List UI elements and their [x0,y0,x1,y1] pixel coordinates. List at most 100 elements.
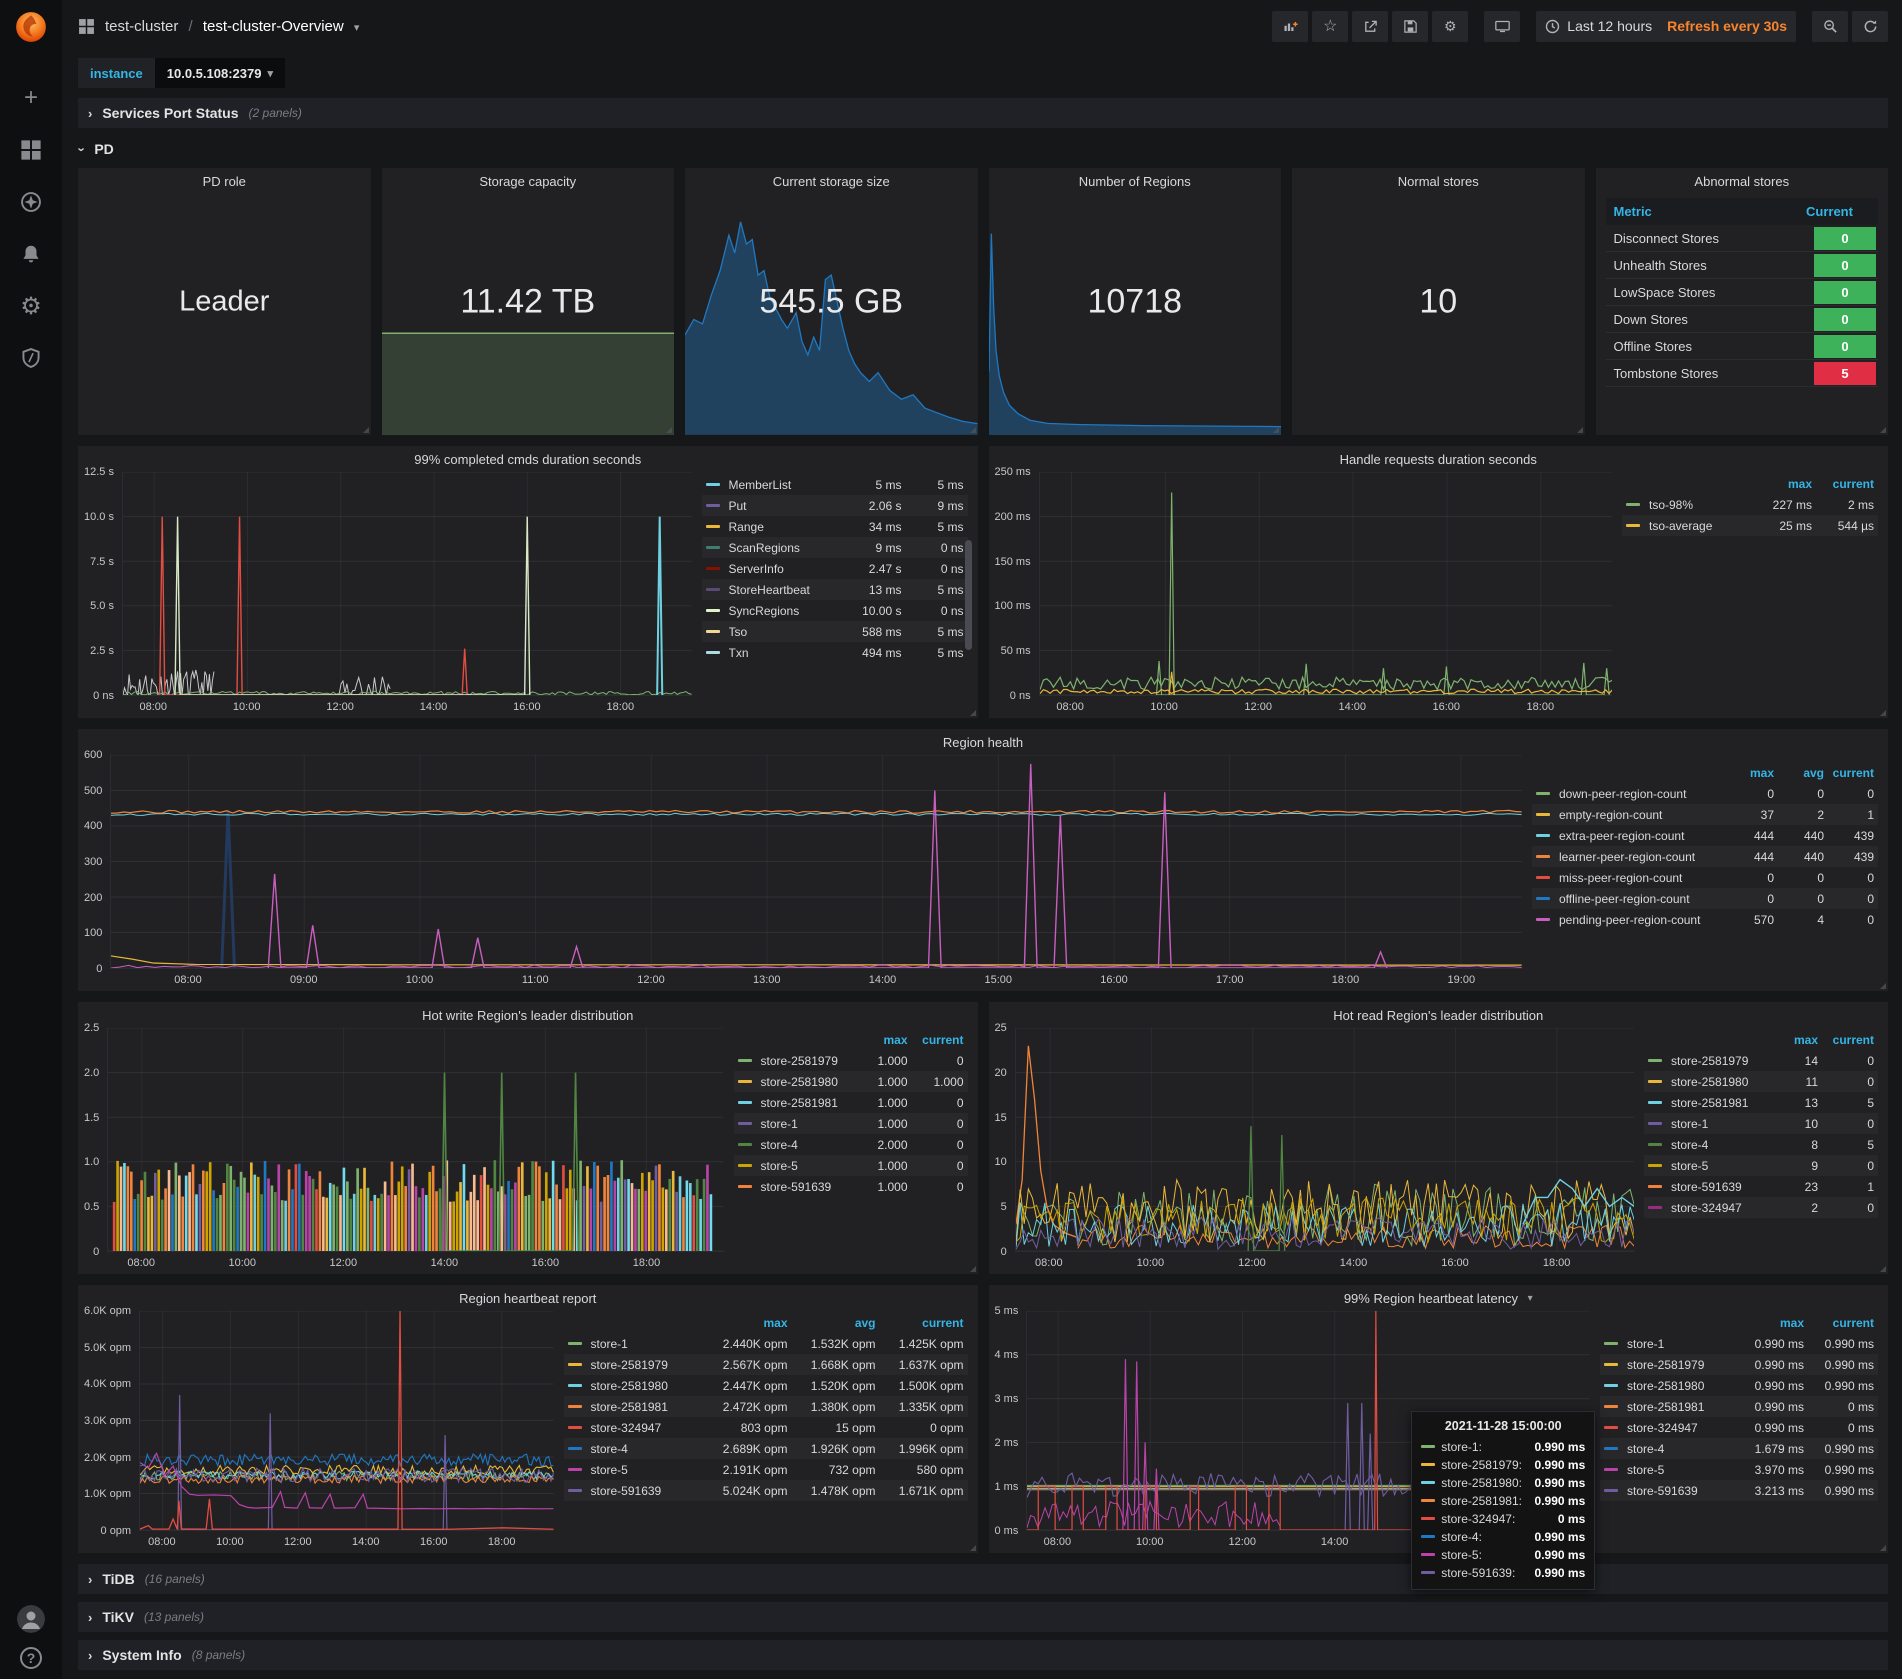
settings-gear-icon[interactable]: ⚙ [1432,10,1469,42]
legend-row[interactable]: store-591639 23 1 [1644,1176,1878,1197]
hot-read-chart[interactable]: 25 20 15 10 5 0 08:00 10:00 12:00 14:00 16:00 18:00 [995,1022,1634,1270]
legend-row[interactable]: Put 2.06 s 9 ms [702,495,968,516]
panel-title[interactable]: Region health [942,734,1024,750]
legend-row[interactable]: store-2581981 1.000 0 [734,1092,968,1113]
legend-row[interactable]: store-2581981 13 5 [1644,1092,1878,1113]
zoom-out-icon[interactable] [1812,10,1848,42]
chevron-down-icon[interactable]: ▾ [353,21,360,34]
legend-row[interactable]: learner-peer-region-count 444 440 439 [1532,846,1878,867]
handle-requests-chart[interactable]: 250 ms 200 ms 150 ms 100 ms 50 ms 0 ns 08:00 10… [995,466,1612,714]
alerting-bell-icon[interactable] [0,228,62,280]
legend-column-current[interactable]: current [922,1316,964,1330]
plot-area[interactable] [107,1028,724,1252]
legend-row[interactable]: store-324947 803 opm 15 opm 0 opm [564,1417,968,1438]
row-services-port-status[interactable]: › Services Port Status (2 panels) [78,98,1888,128]
legend-row[interactable]: miss-peer-region-count 0 0 0 [1532,867,1878,888]
legend-row[interactable]: store-2581980 1.000 1.000 [734,1071,968,1092]
share-icon[interactable] [1352,10,1389,42]
legend-row[interactable]: MemberList 5 ms 5 ms [702,474,968,495]
legend-row[interactable]: Txn 494 ms 5 ms [702,642,968,663]
legend-row[interactable]: store-5 2.191K opm 732 opm 580 opm [564,1459,968,1480]
hot-write-chart[interactable]: 2.5 2.0 1.5 1.0 0.5 0 08:00 10:00 12:00 14:00 16:0… [84,1022,724,1270]
legend-row[interactable]: StoreHeartbeat 13 ms 5 ms [702,579,968,600]
legend-row[interactable]: empty-region-count 37 2 1 [1532,804,1878,825]
legend-row[interactable]: offline-peer-region-count 0 0 0 [1532,888,1878,909]
region-heartbeat-chart[interactable]: 6.0K opm 5.0K opm 4.0K opm 3.0K opm 2.0K opm… [84,1305,554,1549]
row-pd-header[interactable]: › PD [75,136,1888,162]
legend-row[interactable]: store-1 0.990 ms 0.990 ms [1600,1333,1878,1354]
legend-row[interactable]: store-2581979 14 0 [1644,1050,1878,1071]
legend-column-max[interactable]: max [1793,1033,1818,1047]
row-system-info[interactable]: › System Info (8 panels) [78,1640,1888,1670]
row-tikv[interactable]: › TiKV (13 panels) [78,1602,1888,1632]
breadcrumb-folder[interactable]: test-cluster [105,17,179,35]
panel-title[interactable]: Abnormal stores [1694,173,1790,189]
legend-row[interactable]: store-5 3.970 ms 0.990 ms [1600,1459,1878,1480]
legend-row[interactable]: store-324947 2 0 [1644,1197,1878,1218]
column-current[interactable]: Current [1806,204,1853,219]
panel-menu-caret-icon[interactable]: ▾ [1527,1292,1533,1304]
legend-row[interactable]: store-5 9 0 [1644,1155,1878,1176]
legend-row[interactable]: ScanRegions 9 ms 0 ns [702,537,968,558]
grafana-logo-icon[interactable] [14,10,48,44]
create-icon[interactable]: + [0,72,62,124]
legend-row[interactable]: store-4 8 5 [1644,1134,1878,1155]
legend-row[interactable]: store-4 2.000 0 [734,1134,968,1155]
legend-column-current[interactable]: current [1832,1316,1874,1330]
legend-row[interactable]: extra-peer-region-count 444 440 439 [1532,825,1878,846]
refresh-icon[interactable] [1852,10,1888,42]
legend-row[interactable]: store-2581979 2.567K opm 1.668K opm 1.637K … [564,1354,968,1375]
legend-row[interactable]: store-591639 3.213 ms 0.990 ms [1600,1480,1878,1501]
legend-column-max[interactable]: max [1787,477,1812,491]
legend-row[interactable]: store-4 1.679 ms 0.990 ms [1600,1438,1878,1459]
legend-row[interactable]: store-2581979 0.990 ms 0.990 ms [1600,1354,1878,1375]
save-icon[interactable] [1392,10,1429,42]
panel-title[interactable]: Hot write Region's leader distribution [422,1007,634,1023]
legend-row[interactable]: store-1 10 0 [1644,1113,1878,1134]
legend-row[interactable]: store-4 2.689K opm 1.926K opm 1.996K opm [564,1438,968,1459]
legend-column-current[interactable]: current [922,1033,964,1047]
plot-area[interactable] [110,755,1522,969]
legend-row[interactable]: store-2581979 1.000 0 [734,1050,968,1071]
plot-area[interactable] [1014,1028,1634,1252]
panel-title[interactable]: PD role [202,173,246,189]
row-tidb[interactable]: › TiDB (16 panels) [78,1564,1888,1594]
legend-column-max[interactable]: max [1779,1316,1804,1330]
plot-area[interactable] [1038,472,1612,696]
legend-column-current[interactable]: current [1832,766,1874,780]
panel-title[interactable]: Storage capacity [479,173,577,189]
legend-row[interactable]: store-1 1.000 0 [734,1113,968,1134]
legend-column-avg[interactable]: avg [1803,766,1824,780]
legend-row[interactable]: store-2581981 0.990 ms 0 ms [1600,1396,1878,1417]
legend-row[interactable]: store-591639 1.000 0 [734,1176,968,1197]
panel-title[interactable]: Number of Regions [1078,173,1191,189]
server-admin-shield-icon[interactable] [0,332,62,384]
legend-column-current[interactable]: current [1832,477,1874,491]
panel-title[interactable]: 99% completed cmds duration seconds [414,451,642,467]
panel-title[interactable]: Region heartbeat report [459,1290,597,1306]
legend-row[interactable]: store-591639 5.024K opm 1.478K opm 1.671K o… [564,1480,968,1501]
add-panel-button[interactable] [1272,10,1309,42]
tv-cycle-icon[interactable] [1484,10,1521,42]
legend-row[interactable]: down-peer-region-count 0 0 0 [1532,783,1878,804]
legend-row[interactable]: store-2581980 0.990 ms 0.990 ms [1600,1375,1878,1396]
panel-title[interactable]: Normal stores [1397,173,1479,189]
panel-title[interactable]: Handle requests duration seconds [1339,451,1537,467]
panel-title[interactable]: 99% Region heartbeat latency ▾ [1343,1290,1533,1306]
legend-row[interactable]: store-2581980 11 0 [1644,1071,1878,1092]
column-metric[interactable]: Metric [1613,204,1652,219]
legend-column-max[interactable]: max [883,1033,908,1047]
breadcrumb-dashboard[interactable]: test-cluster-Overview [202,17,344,35]
legend-column-current[interactable]: current [1832,1033,1874,1047]
legend-row[interactable]: store-1 2.440K opm 1.532K opm 1.425K opm [564,1333,968,1354]
legend-row[interactable]: store-5 1.000 0 [734,1155,968,1176]
plot-area[interactable] [121,472,692,696]
help-icon[interactable]: ? [20,1647,42,1669]
dashboards-icon[interactable] [0,124,62,176]
legend-row[interactable]: SyncRegions 10.00 s 0 ns [702,600,968,621]
star-icon[interactable]: ☆ [1312,10,1349,42]
legend-column-avg[interactable]: avg [854,1316,876,1330]
instance-variable[interactable]: instance 10.0.5.108:2379 ▾ [78,58,285,88]
legend-column-max[interactable]: max [763,1316,788,1330]
